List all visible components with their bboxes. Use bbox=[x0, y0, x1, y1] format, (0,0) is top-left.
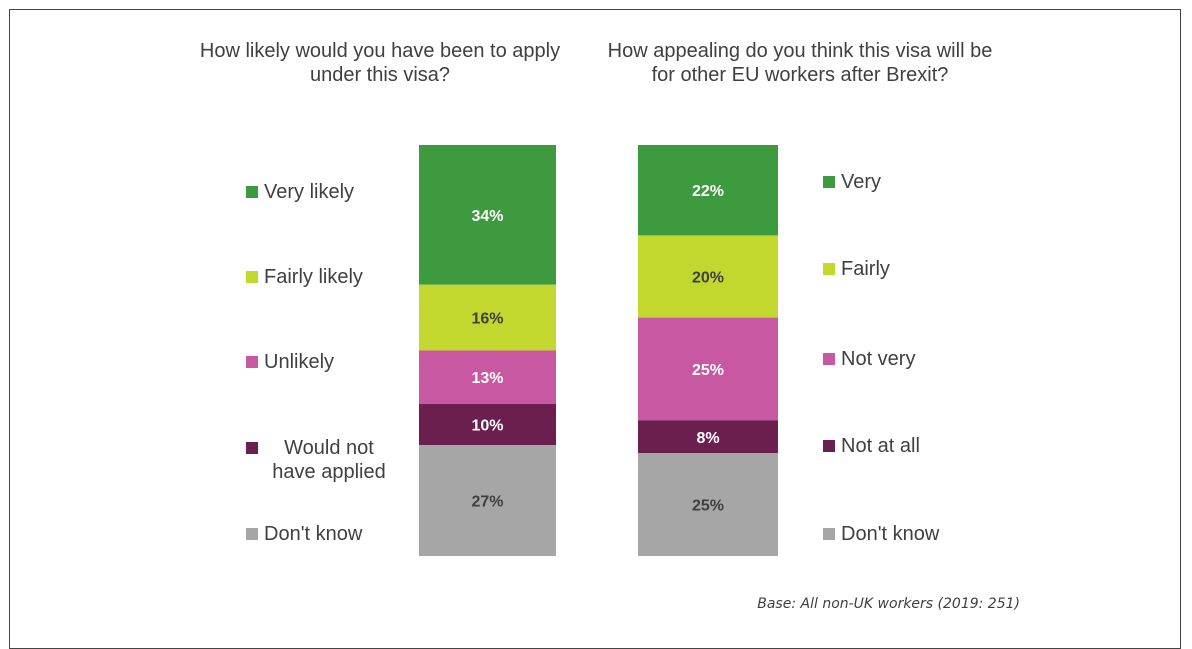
chart-title-right: How appealing do you think this visa wil… bbox=[607, 40, 993, 86]
legend-swatch-very-likely bbox=[246, 186, 258, 198]
bar-segment-left-don-t-know bbox=[419, 445, 556, 556]
data-label-left-don-t-know: 27% bbox=[471, 494, 503, 511]
legend-label-very-likely: Very likely bbox=[264, 181, 355, 203]
data-label-right-very: 22% bbox=[692, 183, 724, 200]
legend-item-dont-know-left: Don't know bbox=[246, 522, 362, 546]
bar-segment-right-fairly bbox=[638, 235, 778, 318]
legend-label-fairly: Fairly bbox=[841, 258, 890, 280]
data-label-left-fairly-likely: 16% bbox=[471, 311, 503, 328]
legend-label-not-at-all: Not at all bbox=[841, 435, 920, 457]
chart-title-left: How likely would you have been to apply … bbox=[199, 40, 561, 86]
base-footnote: Base: All non-UK workers (2019: 251) bbox=[757, 596, 1020, 612]
legend-item-dont-know-right: Don't know bbox=[823, 522, 939, 546]
legend-item-fairly: Fairly bbox=[823, 257, 890, 281]
legend-swatch-unlikely bbox=[246, 356, 258, 368]
data-label-right-fairly: 20% bbox=[692, 270, 724, 287]
bar-segment-right-don-t-know bbox=[638, 453, 778, 556]
data-label-left-unlikely: 13% bbox=[471, 370, 503, 387]
legend-item-would-not-have-applied: Would not have applied bbox=[246, 436, 394, 484]
legend-label-dont-know-left: Don't know bbox=[264, 523, 363, 545]
stacked-bar-chart: 34% 16% 13% 10% 27% 22% 20% 25% 8% 25% bbox=[419, 145, 778, 556]
legend-item-very-likely: Very likely bbox=[246, 180, 354, 204]
legend-label-dont-know-right: Don't know bbox=[841, 523, 940, 545]
legend-label-fairly-likely: Fairly likely bbox=[264, 266, 363, 288]
data-label-left-very-likely: 34% bbox=[471, 208, 503, 225]
legend-label-would-not-have-applied: Would not have applied bbox=[272, 437, 386, 483]
bar-segment-left-fairly-likely bbox=[419, 284, 556, 351]
bar-segment-left-unlikely bbox=[419, 350, 556, 404]
legend-swatch-fairly bbox=[823, 263, 835, 275]
data-label-right-not-very: 25% bbox=[692, 362, 724, 379]
legend-swatch-very bbox=[823, 176, 835, 188]
legend-item-unlikely: Unlikely bbox=[246, 350, 334, 374]
legend-item-not-at-all: Not at all bbox=[823, 434, 920, 458]
bar-segment-right-not-very bbox=[638, 317, 778, 421]
bar-segment-left-very-likely bbox=[419, 145, 556, 285]
bar-segment-right-very bbox=[638, 145, 778, 236]
legend-item-not-very: Not very bbox=[823, 347, 915, 371]
legend-swatch-would-not-have-applied bbox=[246, 442, 258, 454]
legend-item-fairly-likely: Fairly likely bbox=[246, 265, 363, 289]
data-label-left-would-not-have-applied: 10% bbox=[471, 417, 503, 434]
legend-swatch-not-at-all bbox=[823, 440, 835, 452]
legend-swatch-fairly-likely bbox=[246, 271, 258, 283]
legend-swatch-not-very bbox=[823, 353, 835, 365]
data-label-right-don-t-know: 25% bbox=[692, 498, 724, 515]
legend-item-very: Very bbox=[823, 170, 881, 194]
bar-segment-left-would-not-have-applied bbox=[419, 403, 556, 446]
bar-segment-right-not-at-all bbox=[638, 420, 778, 454]
legend-swatch-dont-know-left bbox=[246, 528, 258, 540]
data-label-right-not-at-all: 8% bbox=[696, 430, 719, 447]
legend-label-very: Very bbox=[841, 171, 882, 193]
legend-label-not-very: Not very bbox=[841, 348, 916, 370]
legend-swatch-dont-know-right bbox=[823, 528, 835, 540]
legend-label-unlikely: Unlikely bbox=[264, 351, 335, 373]
